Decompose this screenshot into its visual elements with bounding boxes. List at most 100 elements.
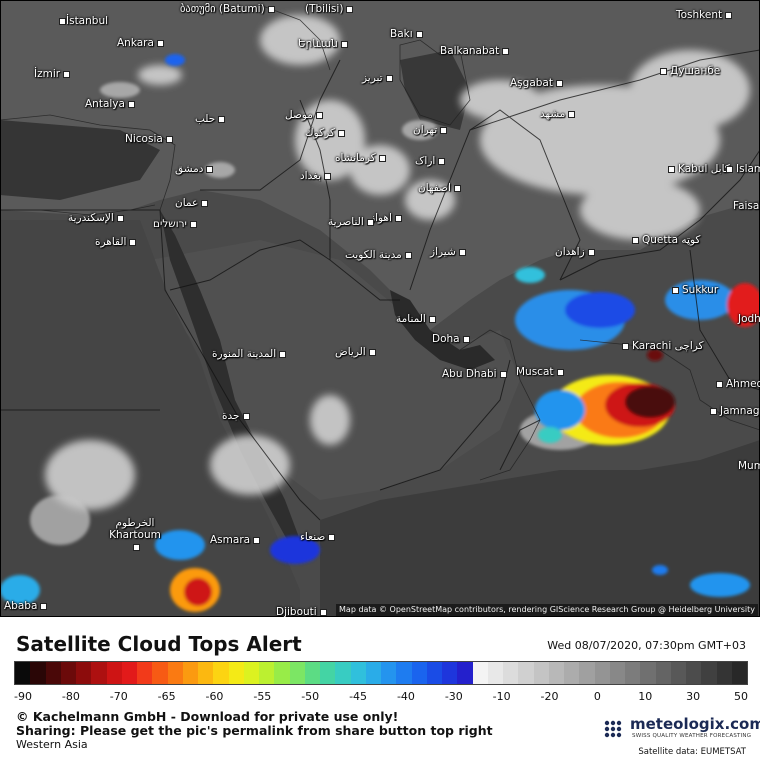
city-yerevan: Երևան xyxy=(298,38,348,50)
city-tehran: تهران xyxy=(413,124,448,136)
city-batumi: ბათუმი (Batumi) xyxy=(180,3,275,15)
city-toshkent: Toshkent xyxy=(676,9,733,21)
scale-tick-label: -40 xyxy=(396,690,415,703)
scale-tick-label: 0 xyxy=(593,690,601,703)
scale-cell xyxy=(137,662,153,684)
city-sanaa: صنعاء xyxy=(300,531,336,543)
city-antalya: Antalya xyxy=(85,98,135,110)
meteologix-logo-icon[interactable] xyxy=(602,714,752,746)
scale-cell xyxy=(167,662,183,684)
scale-cell xyxy=(579,662,595,684)
scale-cell xyxy=(259,662,275,684)
scale-cell xyxy=(686,662,702,684)
scale-cell xyxy=(60,662,76,684)
scale-cell xyxy=(609,662,625,684)
scale-cell xyxy=(564,662,580,684)
scale-tick-label: 50 xyxy=(734,690,748,703)
scale-cell xyxy=(30,662,46,684)
temperature-color-scale xyxy=(14,661,748,685)
scale-cell xyxy=(106,662,122,684)
scale-cell xyxy=(289,662,305,684)
scale-cell xyxy=(182,662,198,684)
city-iskandariya: الإسكندرية xyxy=(68,212,124,224)
scale-tick-label: -30 xyxy=(444,690,463,703)
scale-cell xyxy=(335,662,351,684)
scale-cell xyxy=(198,662,214,684)
city-tabriz: تبریز xyxy=(362,72,393,84)
city-abudhabi: Abu Dhabi xyxy=(442,368,507,380)
scale-cell xyxy=(274,662,290,684)
city-dimashq: دمشق xyxy=(175,163,214,175)
city-kirkuk: كركوك xyxy=(305,127,345,139)
scale-cell xyxy=(426,662,442,684)
scale-cell xyxy=(45,662,61,684)
city-isfahan: اصفهان xyxy=(418,182,461,194)
satellite-map xyxy=(0,0,760,617)
satellite-data-credit: Satellite data: EUMETSAT xyxy=(638,747,746,757)
scale-tick-label: 10 xyxy=(638,690,653,703)
scale-cell xyxy=(320,662,336,684)
scale-cell xyxy=(670,662,686,684)
scale-cell xyxy=(76,662,92,684)
scale-cell xyxy=(503,662,519,684)
scale-cell xyxy=(152,662,168,684)
city-manama: المنامة xyxy=(396,313,436,325)
scale-cell xyxy=(487,662,503,684)
scale-cell xyxy=(350,662,366,684)
scale-tick-label: -45 xyxy=(349,690,368,703)
scale-tick-label: -70 xyxy=(109,690,128,703)
city-shiraz: شیراز xyxy=(430,246,466,258)
city-muscat: Muscat xyxy=(516,366,564,378)
scale-cell xyxy=(304,662,320,684)
city-islam: Islam xyxy=(726,163,760,175)
logo-text[interactable]: meteologix.com xyxy=(630,715,760,733)
scale-tick-label: -20 xyxy=(540,690,559,703)
city-ahvaz: اهواز xyxy=(370,212,402,224)
scale-cell xyxy=(594,662,610,684)
scale-cell xyxy=(396,662,412,684)
city-izmir: İzmir xyxy=(34,68,71,80)
city-kermanshah: کرمانشاه xyxy=(335,152,386,164)
city-nasiriyah: الناصرية xyxy=(328,216,374,228)
logo-tagline: SWISS QUALITY WEATHER FORECASTING xyxy=(632,733,752,739)
region-label: Western Asia xyxy=(16,738,88,751)
scale-tick-label: -10 xyxy=(492,690,511,703)
scale-cell xyxy=(701,662,717,684)
city-yerushalayim: ירושלים xyxy=(153,218,197,230)
scale-tick-label: -50 xyxy=(301,690,320,703)
page-title: Satellite Cloud Tops Alert xyxy=(16,632,302,656)
scale-cell xyxy=(457,662,473,684)
city-dushanbe: Душанбе xyxy=(660,65,720,77)
city-kuwait: مدينة الكويت xyxy=(345,249,412,261)
scale-cell xyxy=(442,662,458,684)
city-mashhad: مشهد xyxy=(540,108,576,120)
scale-cell xyxy=(518,662,534,684)
city-qahira: القاهرة xyxy=(95,236,137,248)
scale-tick-label: 30 xyxy=(686,690,701,703)
city-ahmed: Ahmed xyxy=(716,378,760,390)
city-faisa: Faisa xyxy=(733,200,760,212)
city-nicosia: Nicosia xyxy=(125,133,173,145)
city-jodh: Jodh xyxy=(738,313,760,325)
city-arak: اراک xyxy=(415,155,446,167)
scale-cell xyxy=(472,662,488,684)
scale-cell xyxy=(533,662,549,684)
city-halab: حلب xyxy=(195,113,226,125)
city-madina: المدينة المنورة xyxy=(212,348,287,360)
sharing-notice: Sharing: Please get the pic's permalink … xyxy=(16,723,493,738)
scale-tick-label: -65 xyxy=(157,690,176,703)
city-khartoum: الخرطوم Khartoum xyxy=(105,517,165,553)
legend-footer xyxy=(0,617,760,760)
scale-cell xyxy=(228,662,244,684)
city-istanbul: İstanbul xyxy=(56,15,108,27)
scale-cell xyxy=(381,662,397,684)
scale-cell xyxy=(625,662,641,684)
city-sukkur: Sukkur xyxy=(672,284,718,296)
city-zahedan: زاهدان xyxy=(555,246,595,258)
city-doha: Doha xyxy=(432,333,470,345)
scale-cell xyxy=(640,662,656,684)
scale-cell xyxy=(731,662,747,684)
scale-cell xyxy=(655,662,671,684)
copyright-notice: © Kachelmann GmbH - Download for private… xyxy=(16,709,399,724)
city-ankara: Ankara xyxy=(117,37,164,49)
